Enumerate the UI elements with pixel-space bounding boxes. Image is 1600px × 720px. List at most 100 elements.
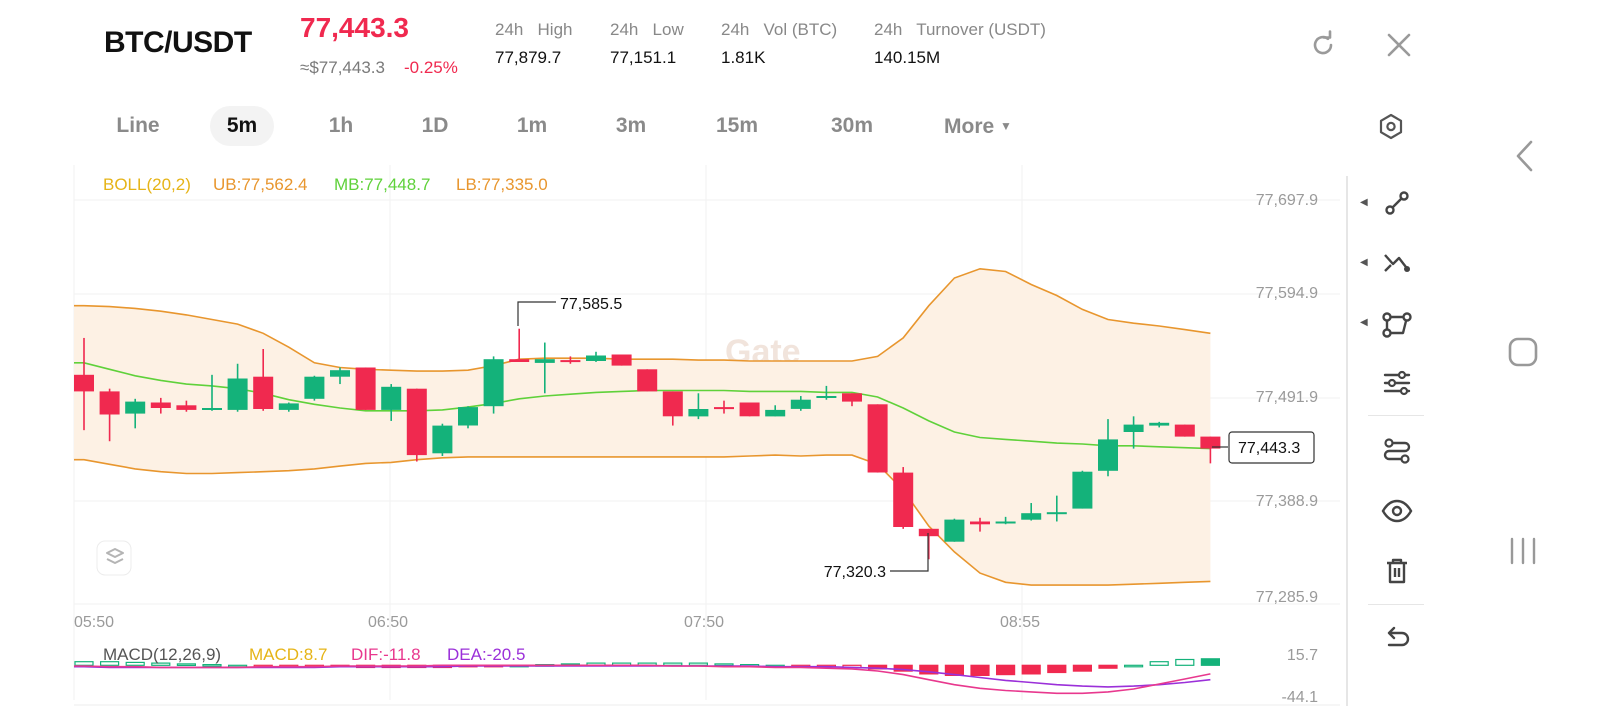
macd-legend-name: MACD(12,26,9) (103, 645, 221, 664)
annotations: 77,585.5 77,320.3 77,443.3 (517, 296, 1315, 581)
drawing-settings-icon[interactable] (1380, 434, 1414, 468)
usd-price: ≈$77,443.3 (300, 58, 385, 77)
tab-15m[interactable]: 15m (715, 114, 759, 137)
dif-legend-value: DIF:-11.8 (351, 645, 421, 664)
candle-body (99, 391, 120, 415)
undo-icon[interactable] (1380, 622, 1414, 656)
candle-body (611, 354, 632, 366)
stat-value-low: 77,151.1 (610, 48, 677, 67)
macd-histogram-bar (1047, 664, 1067, 674)
tab-more[interactable]: More ▼ (944, 106, 1012, 146)
stat-label-high: 24h High (495, 20, 573, 39)
macd-histogram-bar (919, 664, 939, 675)
chart-settings-icon[interactable] (1376, 112, 1406, 142)
candle-body (1098, 439, 1118, 471)
boll-middle-value: MB:77,448.7 (334, 175, 430, 194)
nav-home-icon[interactable] (1508, 336, 1538, 368)
macd-histogram-bar (125, 661, 145, 666)
time-tick-label: 05:50 (74, 614, 114, 631)
more-label: More (944, 115, 995, 138)
macd-histogram-bar (1149, 661, 1169, 666)
tab-3m[interactable]: 3m (615, 114, 647, 137)
macd-histogram-bar (970, 664, 990, 676)
candles (74, 328, 1221, 560)
shape-tool-icon[interactable] (1380, 306, 1414, 340)
candle-body (1046, 512, 1067, 515)
macd-histogram-bar (99, 661, 120, 666)
stat-label-low: 24h Low (610, 20, 684, 39)
candle-body (1149, 422, 1170, 426)
stat-value-turnover: 140.15M (874, 48, 941, 67)
high-annotation: 77,585.5 (560, 296, 622, 313)
candle-body (74, 374, 94, 392)
toolbar-divider (1346, 176, 1348, 706)
time-tick-label: 06:50 (368, 614, 408, 631)
candle-body (176, 405, 197, 410)
bollinger-lower-line (74, 454, 1211, 586)
nav-back-icon[interactable] (1510, 138, 1540, 174)
candle-body (995, 521, 1016, 524)
boll-lower-value: LB:77,335.0 (456, 175, 548, 194)
candle-body (406, 388, 427, 456)
candle-body (662, 391, 683, 417)
tool-separator (1368, 604, 1424, 605)
close-icon[interactable] (1384, 30, 1414, 60)
last-price-label: 77,443.3 (1238, 440, 1300, 457)
low-marker-line (890, 533, 929, 572)
candle-body (227, 378, 248, 410)
delete-icon[interactable] (1380, 554, 1414, 588)
stat-value-high: 77,879.7 (495, 48, 562, 67)
macd-histogram-bar (1021, 664, 1041, 675)
tab-30m[interactable]: 30m (830, 114, 874, 137)
macd-histogram-bar (995, 664, 1016, 676)
time-tick-label: 07:50 (684, 614, 724, 631)
candle-body (355, 367, 376, 410)
refresh-icon[interactable] (1308, 30, 1338, 60)
pair-title: BTC/USDT (104, 26, 252, 59)
candle-body (1123, 424, 1144, 432)
visibility-icon[interactable] (1380, 494, 1414, 528)
low-annotation: 77,320.3 (824, 564, 886, 581)
kline-chart[interactable]: Gate 77,697.977,594.977,491.977,388.977,… (0, 160, 1460, 720)
nav-recent-apps-icon[interactable] (1508, 536, 1538, 566)
macd-dif-line (74, 664, 1211, 695)
macd-histogram-bar (663, 662, 683, 666)
macd-tick-label: -44.1 (1282, 689, 1319, 706)
tab-5m[interactable]: 5m (210, 106, 274, 146)
stat-value-volume: 1.81K (721, 48, 766, 67)
candle-body (381, 386, 402, 410)
tab-1h[interactable]: 1h (328, 114, 354, 137)
tool-menu-caret-icon: ◀ (1360, 257, 1368, 268)
stat-label-turnover: 24h Turnover (USDT) (874, 20, 1046, 39)
candle-body (278, 403, 299, 410)
indicator-legend: BOLL(20,2) UB:77,562.4 MB:77,448.7 LB:77,33… (103, 175, 548, 194)
candle-body (1174, 424, 1195, 437)
candle-body (765, 409, 786, 417)
candle-body (1021, 513, 1042, 520)
candle-body (816, 396, 837, 398)
candle-body (458, 407, 478, 426)
tab-1m[interactable]: 1m (516, 114, 548, 137)
candle-body (150, 402, 171, 408)
candle-body (714, 407, 734, 410)
candle-body (432, 425, 453, 454)
tab-line[interactable]: Line (116, 114, 160, 137)
candle-body (1072, 471, 1093, 509)
macd-histogram-bar (176, 663, 196, 667)
bollinger-upper-line (74, 267, 1211, 372)
candle-body (483, 359, 504, 407)
time-tick-label: 08:55 (1000, 614, 1040, 631)
candle-body (330, 370, 350, 377)
price-tick-label: 77,491.9 (1256, 389, 1318, 406)
macd-histogram-bar (714, 663, 734, 667)
indicator-settings-icon[interactable] (1380, 366, 1414, 400)
macd-histogram-bar (202, 663, 222, 667)
dea-legend-value: DEA:-20.5 (447, 645, 525, 664)
tool-menu-caret-icon: ◀ (1360, 197, 1368, 208)
tab-1d[interactable]: 1D (421, 114, 449, 137)
indicator-toggle-icon[interactable] (96, 540, 132, 576)
bollinger-middle-line (74, 361, 1211, 450)
trendline-tool-icon[interactable] (1380, 186, 1414, 220)
boll-upper-value: UB:77,562.4 (213, 175, 308, 194)
polyline-tool-icon[interactable] (1380, 246, 1414, 280)
